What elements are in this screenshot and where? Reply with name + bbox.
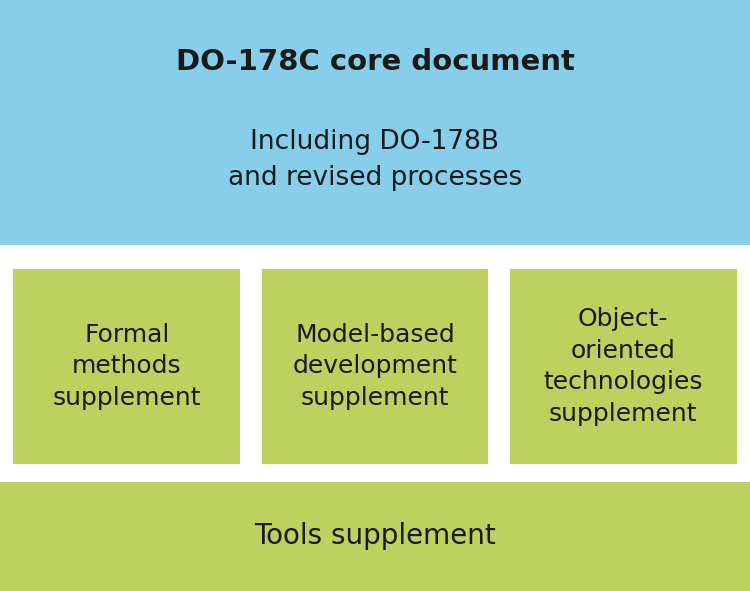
FancyBboxPatch shape: [262, 269, 488, 464]
FancyBboxPatch shape: [510, 269, 736, 464]
FancyBboxPatch shape: [13, 269, 240, 464]
Text: Including DO-178B
and revised processes: Including DO-178B and revised processes: [228, 129, 522, 190]
Text: Tools supplement: Tools supplement: [254, 522, 496, 550]
Text: Formal
methods
supplement: Formal methods supplement: [53, 323, 201, 410]
FancyBboxPatch shape: [0, 260, 750, 470]
Text: Model-based
development
supplement: Model-based development supplement: [292, 323, 458, 410]
FancyBboxPatch shape: [0, 482, 750, 591]
Text: DO-178C core document: DO-178C core document: [176, 48, 574, 76]
Text: Object-
oriented
technologies
supplement: Object- oriented technologies supplement: [544, 307, 703, 426]
FancyBboxPatch shape: [0, 0, 750, 245]
